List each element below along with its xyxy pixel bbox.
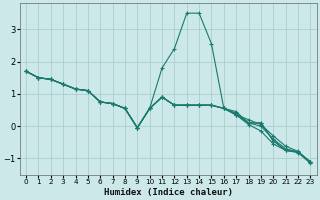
X-axis label: Humidex (Indice chaleur): Humidex (Indice chaleur)	[104, 188, 233, 197]
